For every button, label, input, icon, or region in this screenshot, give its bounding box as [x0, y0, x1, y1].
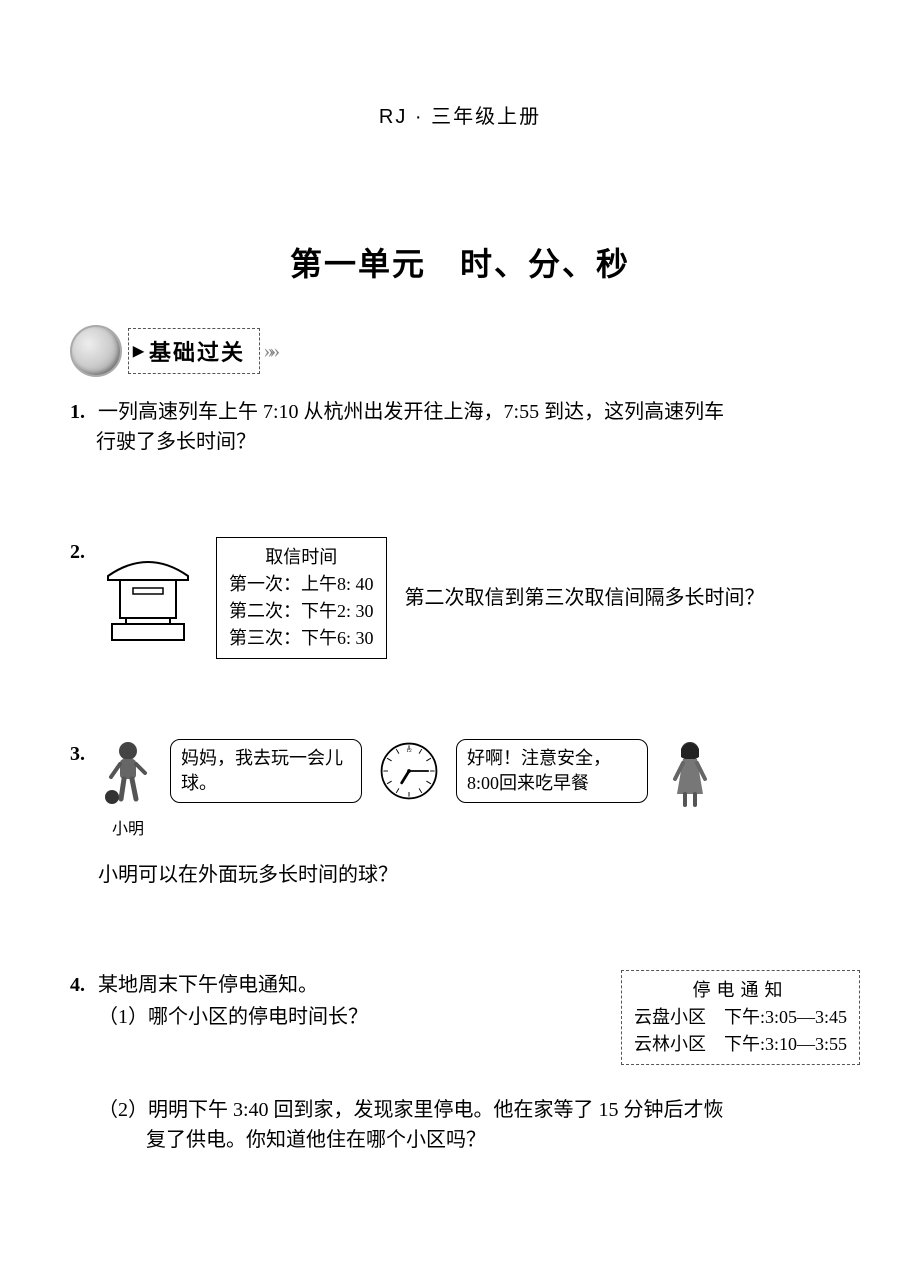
notice-row-2: 云林小区 下午:3:10—3:55 [634, 1031, 847, 1058]
q1-text-line2: 行驶了多长时间？ [96, 427, 860, 457]
q4-sub2: （2）明明下午 3:40 回到家，发现家里停电。他在家等了 15 分钟后才恢 复… [98, 1095, 860, 1155]
q4-intro: 某地周末下午停电通知。 [98, 970, 368, 1000]
chevron-icon: »» [264, 340, 276, 363]
q3-number: 3. [70, 739, 98, 769]
section-label: 基础过关 [128, 328, 260, 374]
q4-number: 4. [70, 970, 98, 1000]
question-4: 4. 某地周末下午停电通知。 （1）哪个小区的停电时间长？ 停电通知 云盘小区 … [70, 970, 860, 1155]
q4-sub2-line1: 明明下午 3:40 回到家，发现家里停电。他在家等了 15 分钟后才恢 [148, 1099, 724, 1121]
q2-question-text: 第二次取信到第三次取信间隔多长时间？ [405, 583, 765, 613]
chapter-title: 第一单元 时、分、秒 [60, 239, 860, 285]
schedule-row-2: 第二次：下午2: 30 [229, 598, 374, 625]
q3-subquestion: 小明可以在外面玩多长时间的球？ [98, 860, 860, 890]
q1-number: 1. [70, 397, 98, 427]
boy-name: 小明 [98, 818, 158, 842]
pickup-schedule: 取信时间 第一次：上午8: 40 第二次：下午2: 30 第三次：下午6: 30 [216, 537, 387, 659]
boy-speech-bubble: 妈妈，我去玩一会儿球。 [170, 739, 362, 803]
q1-text-line1: 一列高速列车上午 7:10 从杭州出发开往上海，7:55 到达，这列高速列车 [98, 397, 724, 427]
section-badge: 基础过关 »» [70, 325, 860, 377]
q4-sub1-label: （1） [98, 1006, 148, 1028]
svg-text:12: 12 [406, 748, 412, 754]
mom-figure [660, 739, 720, 818]
clock-icon: 12 [374, 739, 444, 803]
book-header: RJ · 三年级上册 [60, 100, 860, 129]
schedule-title: 取信时间 [229, 544, 374, 571]
power-outage-notice: 停电通知 云盘小区 下午:3:05—3:45 云林小区 下午:3:10—3:55 [621, 970, 860, 1065]
coin-icon [70, 325, 122, 377]
question-1: 1. 一列高速列车上午 7:10 从杭州出发开往上海，7:55 到达，这列高速列… [70, 397, 860, 457]
question-3: 3. 小明 妈妈，我去玩一会儿球。 [70, 739, 860, 890]
q4-sub1-text: 哪个小区的停电时间长？ [148, 1006, 368, 1028]
schedule-row-3: 第三次：下午6: 30 [229, 625, 374, 652]
notice-row-1: 云盘小区 下午:3:05—3:45 [634, 1004, 847, 1031]
mailbox-icon [98, 548, 198, 648]
worksheet-page: RJ · 三年级上册 第一单元 时、分、秒 基础过关 »» 1. 一列高速列车上… [0, 0, 920, 1255]
q2-number: 2. [70, 537, 98, 567]
q4-sub2-line2: 复了供电。你知道他住在哪个小区吗？ [146, 1125, 860, 1155]
schedule-row-1: 第一次：上午8: 40 [229, 571, 374, 598]
question-2: 2. 取信时间 第一次：上午8: 40 第二次：下午2: 30 第三次：下午6 [70, 537, 860, 659]
mom-speech-bubble: 好啊！注意安全，8:00回来吃早餐 [456, 739, 648, 803]
notice-title: 停电通知 [634, 977, 847, 1004]
boy-figure: 小明 [98, 739, 158, 842]
q4-sub2-label: （2） [98, 1099, 148, 1121]
